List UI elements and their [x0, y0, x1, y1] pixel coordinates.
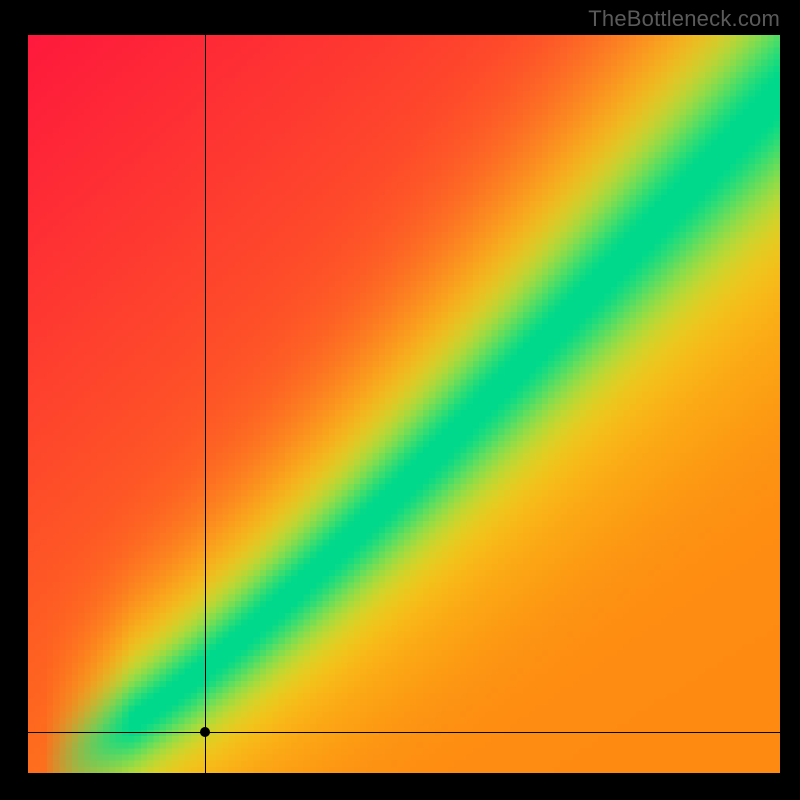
crosshair-horizontal	[28, 732, 780, 733]
crosshair-vertical	[205, 35, 206, 773]
heatmap-canvas	[28, 35, 780, 773]
marker-point	[200, 727, 210, 737]
heatmap-plot	[28, 35, 780, 773]
watermark-text: TheBottleneck.com	[588, 6, 780, 32]
